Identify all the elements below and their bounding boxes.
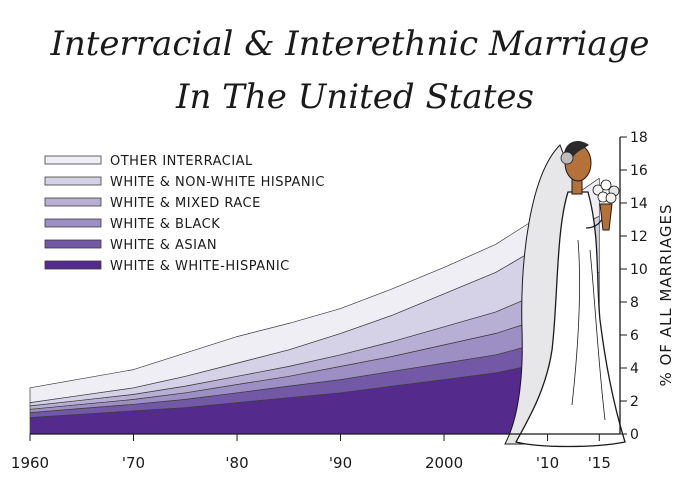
y-tick-label: 16: [630, 163, 648, 179]
y-tick-label: 10: [630, 262, 648, 278]
x-tick-label: '70: [122, 454, 145, 472]
y-tick-label: 6: [630, 328, 639, 344]
legend-swatch: [44, 218, 102, 228]
hair-flower: [560, 151, 574, 165]
legend-label: WHITE & ASIAN: [110, 238, 217, 253]
area-layers: [29, 177, 600, 435]
legend-swatch: [44, 155, 102, 165]
x-tick-label: 1960: [11, 454, 49, 472]
legend-swatch: [44, 176, 102, 186]
legend-label: OTHER INTERRACIAL: [110, 154, 253, 169]
y-tick-label: 18: [630, 130, 648, 146]
bouquet-handle: [599, 203, 613, 231]
y-tick-label: 2: [630, 394, 639, 410]
x-tick-label: '10: [536, 454, 559, 472]
axes: 0 2 4 6 8 10 12 14 16 18 1960 '70 '80 '90 2000 '10 '15: [11, 130, 648, 472]
legend-swatch: [44, 239, 102, 249]
dress-fold: [589, 249, 606, 421]
legend-label: WHITE & MIXED RACE: [110, 196, 261, 211]
dress: [515, 191, 626, 448]
y-tick-label: 12: [630, 229, 648, 245]
chart-title: Interracial & Interethnic Marriage In Th…: [49, 24, 649, 117]
title-line-2: In The United States: [175, 77, 534, 117]
bouquet-flower: [600, 179, 612, 191]
x-tick-label: '80: [225, 454, 248, 472]
legend-label: WHITE & BLACK: [110, 217, 220, 232]
legend-swatch: [44, 260, 102, 270]
y-tick-label: 4: [630, 361, 639, 377]
y-axis-label: % OF ALL MARRIAGES: [657, 203, 675, 386]
bouquet-flower: [605, 192, 617, 204]
x-tick-label: '90: [329, 454, 352, 472]
area-other-interracial: [29, 177, 600, 403]
legend-swatch: [44, 197, 102, 207]
legend-label: WHITE & NON-WHITE HISPANIC: [110, 175, 325, 190]
x-tick-label: 2000: [425, 454, 463, 472]
legend-label: WHITE & WHITE-HISPANIC: [110, 259, 290, 274]
y-tick-label: 8: [630, 295, 639, 311]
x-tick-label: '15: [588, 454, 611, 472]
dress-fold: [571, 239, 580, 406]
legend: OTHER INTERRACIAL WHITE & NON-WHITE HISPA…: [44, 154, 325, 274]
y-tick-label: 14: [630, 196, 648, 212]
y-tick-label: 0: [630, 427, 639, 443]
bride-icon: [504, 141, 626, 448]
title-line-1: Interracial & Interethnic Marriage: [49, 24, 649, 64]
